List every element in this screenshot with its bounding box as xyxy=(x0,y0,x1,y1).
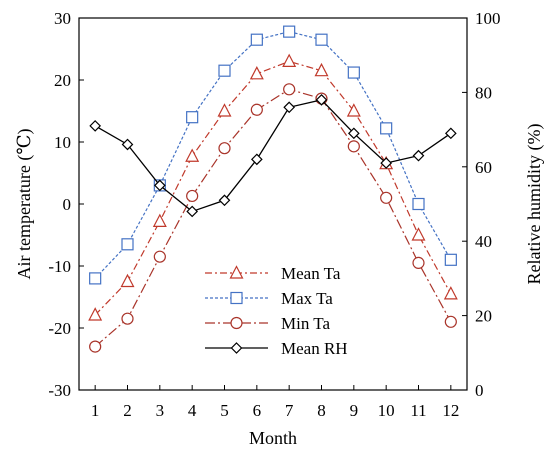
data-point-max-ta xyxy=(218,64,231,77)
series-line-mean-rh xyxy=(94,99,452,213)
x-tick-label: 10 xyxy=(378,401,395,420)
legend-label-min-ta: Min Ta xyxy=(281,314,330,333)
data-point-min-ta xyxy=(186,189,199,203)
data-point-mean-rh xyxy=(315,93,328,106)
data-point-min-ta xyxy=(412,256,425,269)
data-series xyxy=(88,25,458,353)
data-point-max-ta xyxy=(121,238,134,251)
y-left-tick-label: -30 xyxy=(48,381,71,400)
data-point-mean-rh xyxy=(412,149,425,162)
x-tick-label: 11 xyxy=(410,401,426,420)
legend-item-min-ta: Min Ta xyxy=(205,314,330,333)
data-point-max-ta xyxy=(186,111,199,124)
y-left-tick-label: -20 xyxy=(48,319,71,338)
data-point-mean-ta xyxy=(185,148,200,162)
y-left-tick-label: -10 xyxy=(48,257,71,276)
data-point-mean-ta xyxy=(346,103,361,117)
x-axis-title: Month xyxy=(249,428,297,448)
y-left-tick-label: 20 xyxy=(54,71,71,90)
data-point-mean-ta xyxy=(88,307,103,321)
x-tick-label: 7 xyxy=(285,401,294,420)
data-point-mean-ta xyxy=(443,286,458,300)
legend-item-mean-rh: Mean RH xyxy=(205,339,348,358)
series-max-ta xyxy=(89,25,457,285)
data-point-max-ta xyxy=(444,253,457,266)
y-right-tick-label: 60 xyxy=(475,158,492,177)
y-left-tick-label: 0 xyxy=(63,195,72,214)
data-point-mean-ta xyxy=(314,62,329,77)
x-tick-label: 3 xyxy=(156,401,165,420)
x-tick-label: 1 xyxy=(91,401,100,420)
y-axis-left-title: Air temperature (℃) xyxy=(14,128,35,279)
legend-marker-mean-ta xyxy=(229,265,244,279)
data-point-max-ta xyxy=(380,122,393,135)
data-point-mean-rh xyxy=(347,127,360,140)
y-left-tick-label: 10 xyxy=(54,133,71,152)
data-point-mean-rh xyxy=(153,179,166,192)
data-point-min-ta xyxy=(444,315,457,328)
legend-item-max-ta: Max Ta xyxy=(205,289,333,308)
data-point-min-ta xyxy=(347,140,360,153)
data-point-mean-rh xyxy=(250,153,263,166)
data-point-mean-ta xyxy=(282,53,297,68)
data-point-mean-ta xyxy=(120,273,135,288)
y-axis-right-title: Relative humidity (%) xyxy=(524,124,545,285)
legend-item-mean-ta: Mean Ta xyxy=(205,264,341,283)
data-point-mean-rh xyxy=(121,138,134,151)
axis-ticks xyxy=(79,17,467,391)
data-point-mean-rh xyxy=(218,194,231,207)
x-tick-label: 4 xyxy=(188,401,197,420)
data-point-max-ta xyxy=(89,272,102,285)
legend-label-max-ta: Max Ta xyxy=(281,289,333,308)
legend-marker-min-ta xyxy=(230,316,243,330)
data-point-max-ta xyxy=(347,66,360,79)
legend-marker-max-ta xyxy=(230,291,243,305)
y-left-tick-label: 30 xyxy=(54,9,71,28)
data-point-max-ta xyxy=(250,33,263,46)
series-mean-rh xyxy=(89,93,457,218)
series-line-min-ta xyxy=(94,88,452,348)
data-point-min-ta xyxy=(218,142,231,155)
y-right-tick-label: 0 xyxy=(475,381,484,400)
data-point-max-ta xyxy=(315,33,328,46)
data-point-min-ta xyxy=(380,191,393,204)
data-point-mean-ta xyxy=(152,213,167,227)
data-point-mean-rh xyxy=(186,205,199,218)
data-point-mean-rh xyxy=(89,120,102,132)
x-tick-label: 9 xyxy=(350,401,359,420)
x-tick-label: 2 xyxy=(123,401,132,420)
data-point-min-ta xyxy=(250,103,263,116)
data-point-mean-rh xyxy=(444,127,457,140)
data-point-mean-rh xyxy=(283,101,296,114)
y-right-tick-label: 80 xyxy=(475,83,492,102)
data-point-mean-rh xyxy=(380,157,393,169)
legend-marker-mean-rh xyxy=(230,342,243,354)
x-tick-label: 6 xyxy=(253,401,262,420)
data-point-min-ta xyxy=(89,340,102,353)
y-right-tick-label: 20 xyxy=(475,307,492,326)
series-line-max-ta xyxy=(94,31,452,279)
data-point-max-ta xyxy=(412,197,425,211)
legend-label-mean-rh: Mean RH xyxy=(281,339,348,358)
data-point-min-ta xyxy=(153,250,166,263)
data-point-max-ta xyxy=(283,25,296,38)
data-point-mean-ta xyxy=(411,227,426,241)
y-right-tick-label: 100 xyxy=(475,9,501,28)
data-point-mean-ta xyxy=(217,103,232,117)
x-tick-label: 12 xyxy=(442,401,459,420)
y-right-tick-label: 40 xyxy=(475,232,492,251)
data-point-min-ta xyxy=(121,312,134,325)
x-tick-label: 5 xyxy=(220,401,229,420)
x-tick-label: 8 xyxy=(317,401,326,420)
legend-label-mean-ta: Mean Ta xyxy=(281,264,341,283)
legend: Mean Ta Max Ta Min Ta Mean RH xyxy=(205,264,348,358)
data-point-mean-ta xyxy=(249,66,264,80)
data-point-min-ta xyxy=(283,83,296,96)
